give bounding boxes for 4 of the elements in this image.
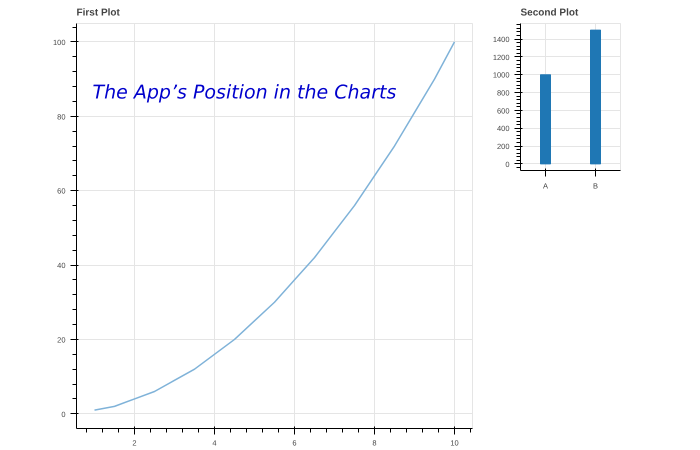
- line-series: [94, 41, 456, 411]
- chart-title: Second Plot: [520, 8, 579, 18]
- annotation: The App’s Position in the Charts: [92, 82, 396, 104]
- chart-title: First Plot: [76, 8, 121, 18]
